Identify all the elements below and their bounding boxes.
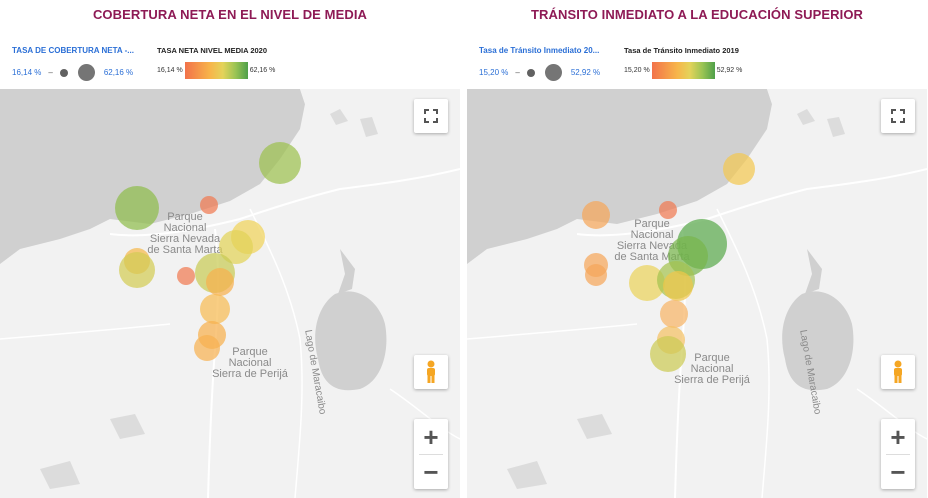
panel-cobertura: COBERTURA NETA EN EL NIVEL DE MEDIA TASA… xyxy=(0,0,460,498)
map-label-line: de Santa Marta xyxy=(147,244,223,256)
map-label-line: Parque xyxy=(167,211,203,223)
color-gradient-bar xyxy=(651,62,715,79)
map-label-line: Sierra Nevada xyxy=(616,240,688,252)
map-label-parque-nevada: Parque Nacional Sierra Nevada de Santa M… xyxy=(602,219,702,263)
municipality-bubble[interactable] xyxy=(200,196,218,214)
map-label-line: Sierra de Perijá xyxy=(674,374,750,386)
map-area[interactable]: Parque Nacional Sierra Nevada de Santa M… xyxy=(0,89,460,498)
map-label-line: de Santa Marta xyxy=(614,251,690,263)
street-view-pegman-button[interactable] xyxy=(414,355,448,389)
municipality-bubble[interactable] xyxy=(723,153,755,185)
zoom-control: + − xyxy=(414,419,448,489)
size-legend-dash: – xyxy=(515,68,520,77)
street-view-pegman-button[interactable] xyxy=(881,355,915,389)
municipality-bubble[interactable] xyxy=(259,142,301,184)
fullscreen-button[interactable] xyxy=(414,99,448,133)
map-label-line: Nacional xyxy=(690,363,734,375)
map-label-line: Nacional xyxy=(163,222,207,234)
zoom-in-button[interactable]: + xyxy=(423,421,439,452)
color-legend-max: 62,16 % xyxy=(249,67,276,74)
municipality-bubble[interactable] xyxy=(585,264,607,286)
map-label-parque-perija: Parque Nacional Sierra de Perijá xyxy=(662,353,762,386)
size-legend-label: TASA DE COBERTURA NETA -... xyxy=(12,46,134,55)
zoom-out-button[interactable]: − xyxy=(423,456,439,487)
zoom-in-button[interactable]: + xyxy=(890,421,906,452)
municipality-bubble[interactable] xyxy=(194,335,220,361)
panel-transito: TRÁNSITO INMEDIATO A LA EDUCACIÓN SUPERI… xyxy=(467,0,927,498)
pegman-icon xyxy=(894,360,902,383)
color-legend-min: 16,14 % xyxy=(157,67,183,74)
color-legend-min: 15,20 % xyxy=(624,67,650,74)
color-legend-max: 52,92 % xyxy=(716,67,743,74)
map-label-line: Parque xyxy=(232,346,268,358)
map-label-parque-nevada: Parque Nacional Sierra Nevada de Santa M… xyxy=(135,212,235,256)
municipality-bubble[interactable] xyxy=(119,252,155,288)
municipality-bubble[interactable] xyxy=(177,267,195,285)
pegman-icon xyxy=(427,360,435,383)
size-legend-min: 15,20 % xyxy=(479,68,509,77)
color-legend-label: TASA NETA NIVEL MEDIA 2020 xyxy=(157,46,268,55)
size-legend-label: Tasa de Tránsito Inmediato 20... xyxy=(479,46,600,55)
map-label-line: Sierra de Perijá xyxy=(212,368,288,380)
color-legend: Tasa de Tránsito Inmediato 2019 15,20 % … xyxy=(624,46,742,79)
large-dot-icon xyxy=(544,64,562,81)
map-label-line: Sierra Nevada xyxy=(149,233,221,245)
map-label-line: Parque xyxy=(634,218,670,230)
small-dot-icon xyxy=(59,68,68,77)
panel-title: COBERTURA NETA EN EL NIVEL DE MEDIA xyxy=(92,7,368,22)
panel-title: TRÁNSITO INMEDIATO A LA EDUCACIÓN SUPERI… xyxy=(530,7,864,22)
map-area[interactable]: Parque Nacional Sierra Nevada de Santa M… xyxy=(467,89,927,498)
size-legend-dash: – xyxy=(48,68,53,77)
fullscreen-icon xyxy=(424,109,438,123)
color-gradient-bar xyxy=(184,62,248,79)
municipality-bubble[interactable] xyxy=(660,300,688,328)
municipality-bubble[interactable] xyxy=(663,271,693,301)
zoom-out-button[interactable]: − xyxy=(890,456,906,487)
municipality-bubble[interactable] xyxy=(582,201,610,229)
size-legend-max: 52,92 % xyxy=(570,68,601,77)
color-legend: TASA NETA NIVEL MEDIA 2020 16,14 % 62,16… xyxy=(157,46,275,79)
zoom-control: + − xyxy=(881,419,915,489)
map-label-line: Nacional xyxy=(630,229,674,241)
municipality-bubble[interactable] xyxy=(206,268,234,296)
zoom-divider xyxy=(419,453,443,455)
large-dot-icon xyxy=(77,64,95,81)
municipality-bubble[interactable] xyxy=(650,336,686,372)
map-base xyxy=(0,89,460,498)
municipality-bubble[interactable] xyxy=(200,294,230,324)
size-legend-min: 16,14 % xyxy=(12,68,42,77)
color-legend-label: Tasa de Tránsito Inmediato 2019 xyxy=(624,46,739,55)
fullscreen-button[interactable] xyxy=(881,99,915,133)
fullscreen-icon xyxy=(891,109,905,123)
map-label-line: Parque xyxy=(694,352,730,364)
map-base xyxy=(467,89,927,498)
size-legend: TASA DE COBERTURA NETA -... 16,14 % – 62… xyxy=(12,46,134,81)
size-legend-max: 62,16 % xyxy=(103,68,134,77)
map-label-line: Nacional xyxy=(228,357,272,369)
municipality-bubble[interactable] xyxy=(659,201,677,219)
size-legend: Tasa de Tránsito Inmediato 20... 15,20 %… xyxy=(479,46,600,81)
map-label-parque-perija: Parque Nacional Sierra de Perijá xyxy=(200,347,300,380)
municipality-bubble[interactable] xyxy=(115,186,159,230)
small-dot-icon xyxy=(526,68,535,77)
zoom-divider xyxy=(886,453,910,455)
